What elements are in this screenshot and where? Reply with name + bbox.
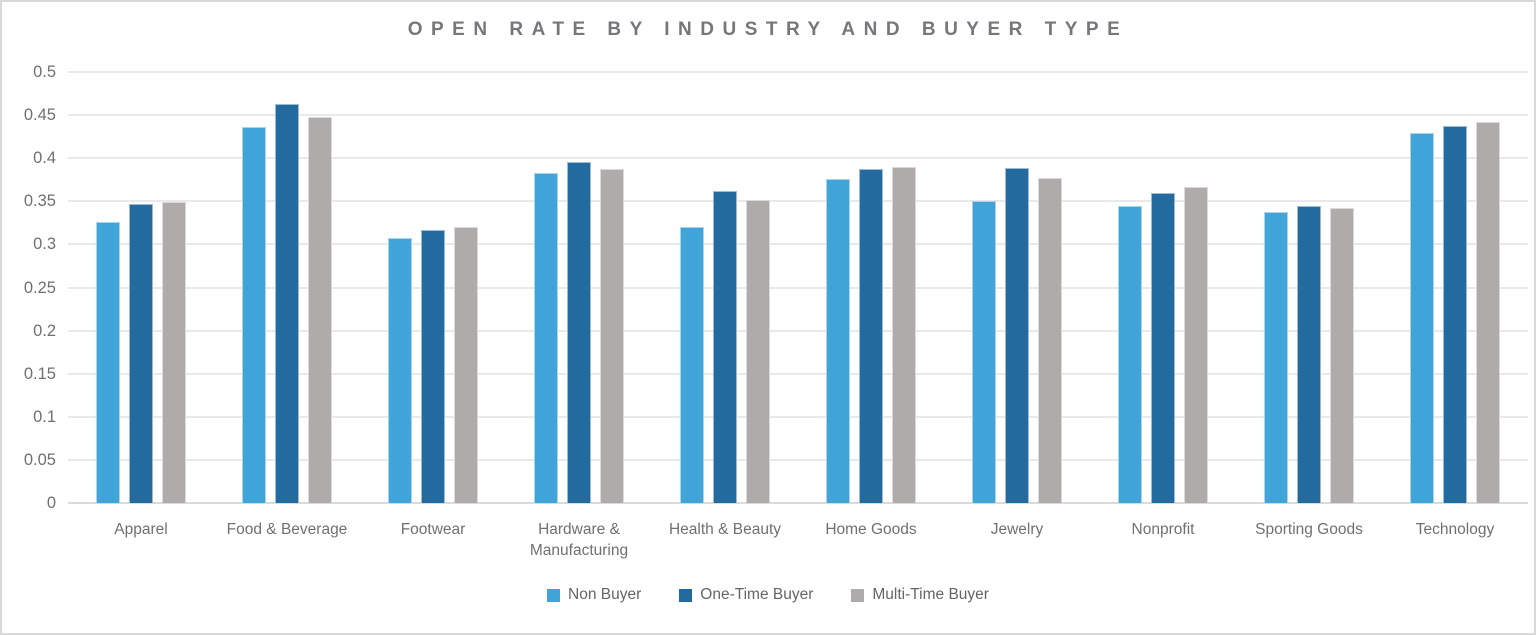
chart-title: OPEN RATE BY INDUSTRY AND BUYER TYPE: [407, 19, 1129, 40]
gridline: [68, 415, 1528, 418]
bar[interactable]: [1038, 178, 1062, 503]
bar[interactable]: [1184, 186, 1208, 503]
bar[interactable]: [1476, 122, 1500, 503]
bar-group: [68, 72, 214, 503]
x-tick-label: Health & Beauty: [668, 521, 781, 538]
y-tick-label: 0.35: [23, 192, 56, 211]
gridline: [68, 286, 1528, 289]
legend-label: One-Time Buyer: [700, 586, 814, 603]
x-tick-label: Food & Beverage: [226, 521, 348, 538]
bar[interactable]: [1005, 167, 1029, 503]
x-tick-label: Jewelry: [990, 521, 1044, 538]
bar[interactable]: [96, 222, 120, 503]
bar-group: [652, 72, 798, 503]
bar[interactable]: [680, 227, 704, 503]
legend-label: Multi-Time Buyer: [872, 586, 989, 603]
y-tick-label: 0.3: [33, 235, 56, 254]
bar[interactable]: [1330, 208, 1354, 503]
legend: Non Buyer One-Time Buyer Multi-Time Buyer: [2, 586, 1534, 604]
bar-group: [1090, 72, 1236, 503]
x-axis-line: [68, 502, 1528, 504]
gridline: [68, 71, 1528, 73]
legend-item[interactable]: Non Buyer: [547, 586, 641, 604]
y-tick-label: 0.25: [23, 278, 56, 297]
bar-group: [798, 72, 944, 503]
y-tick-label: 0.05: [23, 450, 56, 469]
x-tick-label: Apparel: [114, 521, 168, 538]
bar-group: [360, 72, 506, 503]
bar[interactable]: [1410, 133, 1434, 503]
bar[interactable]: [308, 116, 332, 503]
bar[interactable]: [567, 161, 591, 503]
y-tick-label: 0.4: [33, 149, 56, 168]
bar[interactable]: [859, 169, 883, 503]
bar[interactable]: [242, 127, 266, 503]
bar[interactable]: [892, 166, 916, 503]
bar[interactable]: [162, 202, 186, 503]
bar-group: [214, 72, 360, 503]
bar[interactable]: [129, 203, 153, 503]
gridline: [68, 243, 1528, 246]
bar-group: [506, 72, 652, 503]
gridline: [68, 114, 1528, 117]
gridline: [68, 458, 1528, 461]
bar[interactable]: [388, 237, 412, 503]
y-tick-label: 0.1: [33, 407, 56, 426]
legend-item[interactable]: Multi-Time Buyer: [851, 586, 989, 604]
legend-label: Non Buyer: [568, 586, 642, 603]
legend-swatch-icon: [679, 588, 693, 602]
x-tick-label: Technology: [1415, 521, 1495, 538]
y-tick-label: 0.15: [23, 364, 56, 383]
x-tick-label: Hardware & Manufacturing: [529, 521, 629, 559]
bar[interactable]: [1297, 206, 1321, 503]
gridline: [68, 372, 1528, 375]
bar[interactable]: [421, 229, 445, 503]
y-tick-label: 0.45: [23, 106, 56, 125]
bar-group: [1236, 72, 1382, 503]
bar[interactable]: [1151, 192, 1175, 503]
gridline: [68, 157, 1528, 160]
x-tick-label: Sporting Goods: [1255, 521, 1363, 538]
bar-group: [944, 72, 1090, 503]
gridline: [68, 329, 1528, 332]
bar[interactable]: [1264, 211, 1288, 503]
gridline: [68, 200, 1528, 203]
x-tick-label: Nonprofit: [1131, 521, 1195, 538]
legend-swatch-icon: [851, 588, 865, 602]
y-tick-label: 0.2: [33, 321, 56, 340]
bar[interactable]: [746, 200, 770, 503]
bar[interactable]: [972, 201, 996, 503]
bar[interactable]: [1118, 206, 1142, 503]
bar-group: [1382, 72, 1528, 503]
legend-item[interactable]: One-Time Buyer: [679, 586, 813, 604]
x-tick-label: Footwear: [400, 521, 466, 538]
bar[interactable]: [713, 190, 737, 503]
legend-swatch-icon: [547, 588, 561, 602]
bar[interactable]: [534, 172, 558, 503]
bar[interactable]: [275, 103, 299, 503]
plot-area: [68, 71, 1528, 504]
x-tick-label: Home Goods: [825, 521, 917, 538]
y-tick-label: 0.5: [33, 63, 56, 81]
bar[interactable]: [1443, 126, 1467, 503]
bar[interactable]: [454, 227, 478, 503]
y-tick-label: 0: [46, 494, 56, 512]
bar[interactable]: [826, 178, 850, 503]
bar[interactable]: [600, 168, 624, 503]
